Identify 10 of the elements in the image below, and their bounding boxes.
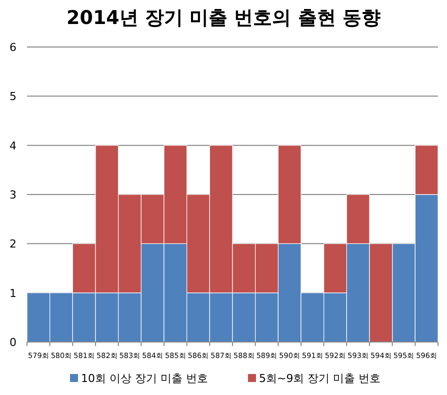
y-tick-label: 5 xyxy=(10,90,16,104)
y-tick-label: 6 xyxy=(10,41,16,54)
y-tick-label: 3 xyxy=(10,188,16,202)
y-tick-label: 0 xyxy=(10,336,16,349)
legend-label: 10회 이상 장기 미출 번호 xyxy=(81,372,208,385)
y-tick-label: 2 xyxy=(10,238,16,251)
y-tick-label: 4 xyxy=(10,139,16,152)
legend-label: 5회~9회 장기 미출 번호 xyxy=(258,372,381,385)
chart-title: 2014년 장기 미출 번호의 출현 동향 xyxy=(66,7,380,29)
y-tick-label: 1 xyxy=(10,286,16,300)
